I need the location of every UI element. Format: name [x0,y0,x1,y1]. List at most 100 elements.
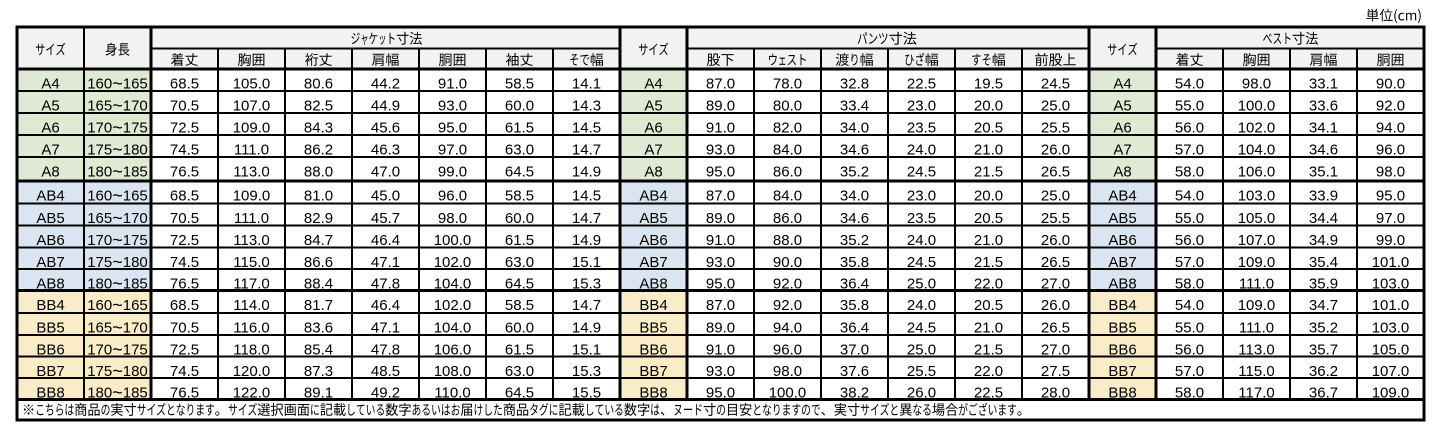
svg-text:81.7: 81.7 [304,297,333,314]
svg-text:93.0: 93.0 [706,254,735,271]
svg-text:AB5: AB5 [36,210,64,227]
svg-text:122.0: 122.0 [233,384,271,401]
svg-text:34.0: 34.0 [840,119,869,136]
svg-text:36.4: 36.4 [840,319,869,336]
svg-text:54.0: 54.0 [1175,187,1204,204]
svg-text:100.0: 100.0 [1238,97,1276,114]
svg-text:95.0: 95.0 [706,384,735,401]
svg-text:47.1: 47.1 [371,319,400,336]
svg-text:113.0: 113.0 [233,163,269,180]
svg-text:88.4: 88.4 [304,275,333,292]
svg-text:118.0: 118.0 [233,341,269,358]
svg-text:A5: A5 [644,97,662,114]
svg-text:21.0: 21.0 [974,141,1003,158]
svg-text:103.0: 103.0 [1372,319,1410,336]
svg-text:44.9: 44.9 [371,97,400,114]
svg-text:35.2: 35.2 [1309,319,1338,336]
svg-text:33.6: 33.6 [1309,97,1338,114]
svg-text:87.0: 87.0 [706,297,735,314]
svg-text:25.5: 25.5 [907,363,936,380]
svg-text:109.0: 109.0 [233,187,271,204]
svg-text:57.0: 57.0 [1175,254,1204,271]
svg-text:94.0: 94.0 [773,319,802,336]
svg-text:92.0: 92.0 [1376,97,1405,114]
svg-text:104.0: 104.0 [434,275,472,292]
svg-text:115.0: 115.0 [233,254,269,271]
svg-text:74.5: 74.5 [170,254,199,271]
svg-text:34.1: 34.1 [1309,119,1338,136]
svg-text:105.0: 105.0 [233,75,271,92]
svg-text:98.0: 98.0 [438,210,467,227]
svg-text:A5: A5 [1113,97,1131,114]
svg-text:113.0: 113.0 [1238,341,1274,358]
svg-text:BB7: BB7 [639,363,667,380]
svg-text:15.1: 15.1 [572,254,601,271]
svg-text:170~175: 170~175 [87,118,148,138]
svg-text:24.5: 24.5 [907,254,936,271]
svg-text:88.0: 88.0 [773,232,802,249]
svg-text:80.6: 80.6 [304,75,333,92]
svg-text:103.0: 103.0 [1238,187,1276,204]
svg-text:48.5: 48.5 [371,363,400,380]
svg-text:86.0: 86.0 [773,210,802,227]
svg-text:BB8: BB8 [639,384,667,401]
svg-text:35.2: 35.2 [840,232,869,249]
svg-text:14.9: 14.9 [572,319,601,336]
svg-text:22.5: 22.5 [974,384,1003,401]
svg-text:20.5: 20.5 [974,210,1003,227]
svg-text:54.0: 54.0 [1175,75,1204,92]
svg-text:109.0: 109.0 [1372,384,1410,401]
svg-text:37.0: 37.0 [840,341,869,358]
svg-text:91.0: 91.0 [438,75,467,92]
svg-text:113.0: 113.0 [233,232,269,249]
svg-text:35.8: 35.8 [840,297,869,314]
svg-text:AB7: AB7 [36,254,64,271]
svg-text:56.0: 56.0 [1175,232,1204,249]
svg-text:64.5: 64.5 [505,163,534,180]
svg-text:165~170: 165~170 [87,318,148,338]
svg-text:54.0: 54.0 [1175,297,1204,314]
svg-text:46.4: 46.4 [371,297,400,314]
svg-text:34.7: 34.7 [1309,297,1338,314]
svg-text:35.8: 35.8 [840,254,869,271]
svg-text:101.0: 101.0 [1372,297,1410,314]
svg-text:A6: A6 [41,119,59,136]
svg-text:93.0: 93.0 [706,363,735,380]
svg-text:14.1: 14.1 [572,75,601,92]
svg-text:89.1: 89.1 [304,384,333,401]
svg-text:26.0: 26.0 [1041,297,1070,314]
svg-text:15.3: 15.3 [572,275,601,292]
svg-text:104.0: 104.0 [434,319,472,336]
svg-text:24.5: 24.5 [907,319,936,336]
svg-text:45.0: 45.0 [371,187,400,204]
svg-text:AB5: AB5 [639,210,667,227]
svg-text:BB4: BB4 [639,297,667,314]
svg-text:20.5: 20.5 [974,297,1003,314]
svg-text:23.0: 23.0 [907,187,936,204]
svg-text:83.6: 83.6 [304,319,333,336]
svg-text:A8: A8 [644,163,662,180]
svg-text:105.0: 105.0 [1238,210,1276,227]
svg-text:81.0: 81.0 [304,187,333,204]
svg-text:14.7: 14.7 [572,210,601,227]
svg-text:97.0: 97.0 [1376,210,1405,227]
svg-text:107.0: 107.0 [1238,232,1276,249]
svg-text:61.5: 61.5 [505,341,534,358]
svg-text:AB6: AB6 [1108,232,1136,249]
svg-text:AB4: AB4 [1108,187,1136,204]
svg-text:34.9: 34.9 [1309,232,1338,249]
svg-text:87.0: 87.0 [706,75,735,92]
svg-text:47.0: 47.0 [371,163,400,180]
svg-text:34.6: 34.6 [840,210,869,227]
svg-text:BB7: BB7 [1108,363,1136,380]
svg-text:175~180: 175~180 [87,252,148,272]
svg-text:61.5: 61.5 [505,232,534,249]
svg-text:33.4: 33.4 [840,97,869,114]
svg-text:46.4: 46.4 [371,232,400,249]
svg-text:AB6: AB6 [639,232,667,249]
svg-text:111.0: 111.0 [234,210,269,227]
svg-text:34.0: 34.0 [840,187,869,204]
svg-text:55.0: 55.0 [1175,319,1204,336]
svg-text:94.0: 94.0 [1376,119,1405,136]
svg-text:36.7: 36.7 [1309,384,1338,401]
